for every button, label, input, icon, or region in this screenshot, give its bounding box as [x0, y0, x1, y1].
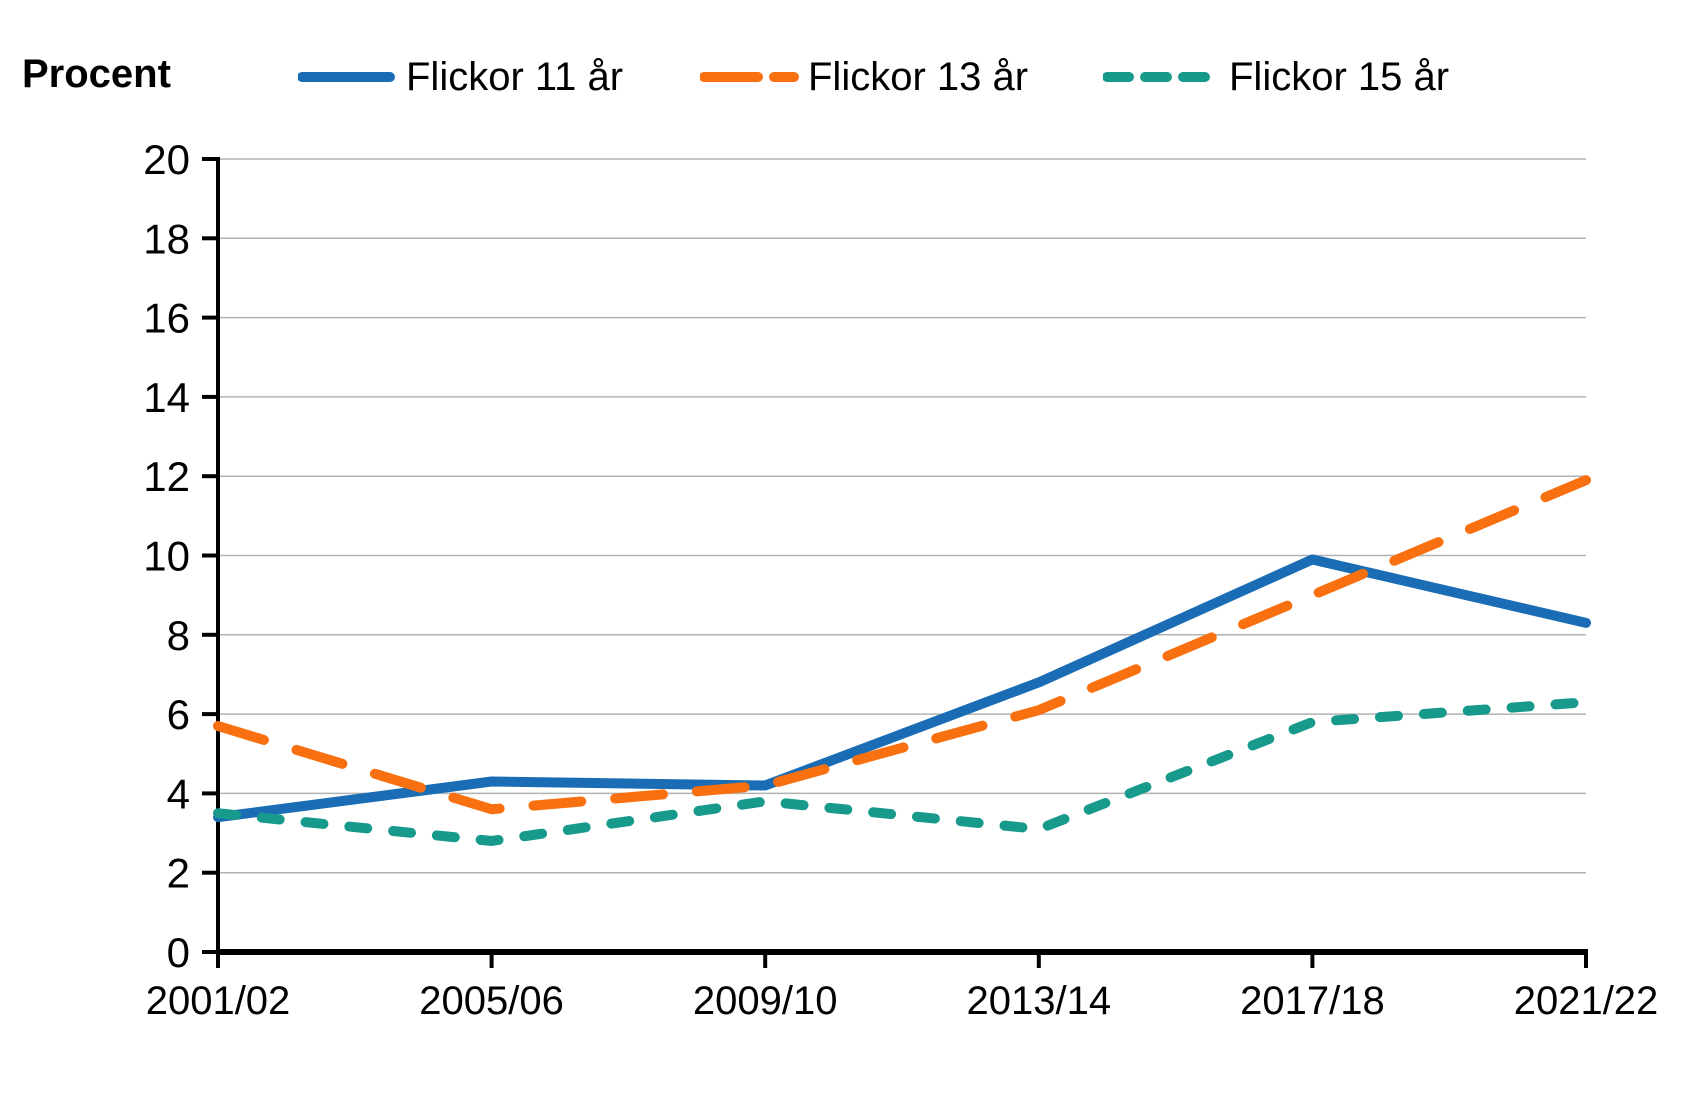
- legend-label: Flickor 11 år: [406, 54, 624, 99]
- x-tick-label: 2013/14: [967, 979, 1112, 1023]
- y-tick-label: 2: [167, 850, 190, 897]
- series-line-flickor-11-år: [213, 554, 1591, 823]
- y-tick-label: 0: [167, 929, 190, 976]
- x-tick-label: 2009/10: [693, 979, 838, 1023]
- legend-label: Flickor 13 år: [808, 54, 1029, 99]
- long-dash-line-icon: [700, 72, 799, 82]
- short-dash-line-icon: [1103, 72, 1210, 82]
- x-tick-label: 2021/22: [1514, 979, 1659, 1023]
- legend-item-flickor-15: Flickor 15 år: [1103, 54, 1449, 100]
- y-tick-label: 16: [143, 295, 190, 342]
- y-tick-label: 10: [143, 533, 190, 580]
- y-tick-label: 8: [167, 612, 190, 659]
- y-tick-label: 20: [143, 136, 190, 183]
- y-tick-label: 6: [167, 691, 190, 738]
- y-tick-label: 4: [167, 770, 190, 817]
- legend-item-flickor-13: Flickor 13 år: [700, 54, 1028, 100]
- x-tick-label: 2001/02: [146, 979, 291, 1023]
- legend-item-flickor-11: Flickor 11 år: [298, 54, 623, 100]
- y-axis-title: Procent: [22, 52, 171, 96]
- legend-label: Flickor 15 år: [1229, 54, 1450, 99]
- y-tick-label: 12: [143, 453, 190, 500]
- y-tick-label: 14: [143, 374, 190, 421]
- solid-line-icon: [298, 72, 395, 82]
- x-tick-label: 2005/06: [419, 979, 564, 1023]
- y-tick-label: 18: [143, 215, 190, 262]
- series-line-flickor-15-år: [213, 697, 1591, 846]
- series-line-flickor-13-år: [213, 475, 1591, 815]
- x-tick-label: 2017/18: [1240, 979, 1385, 1023]
